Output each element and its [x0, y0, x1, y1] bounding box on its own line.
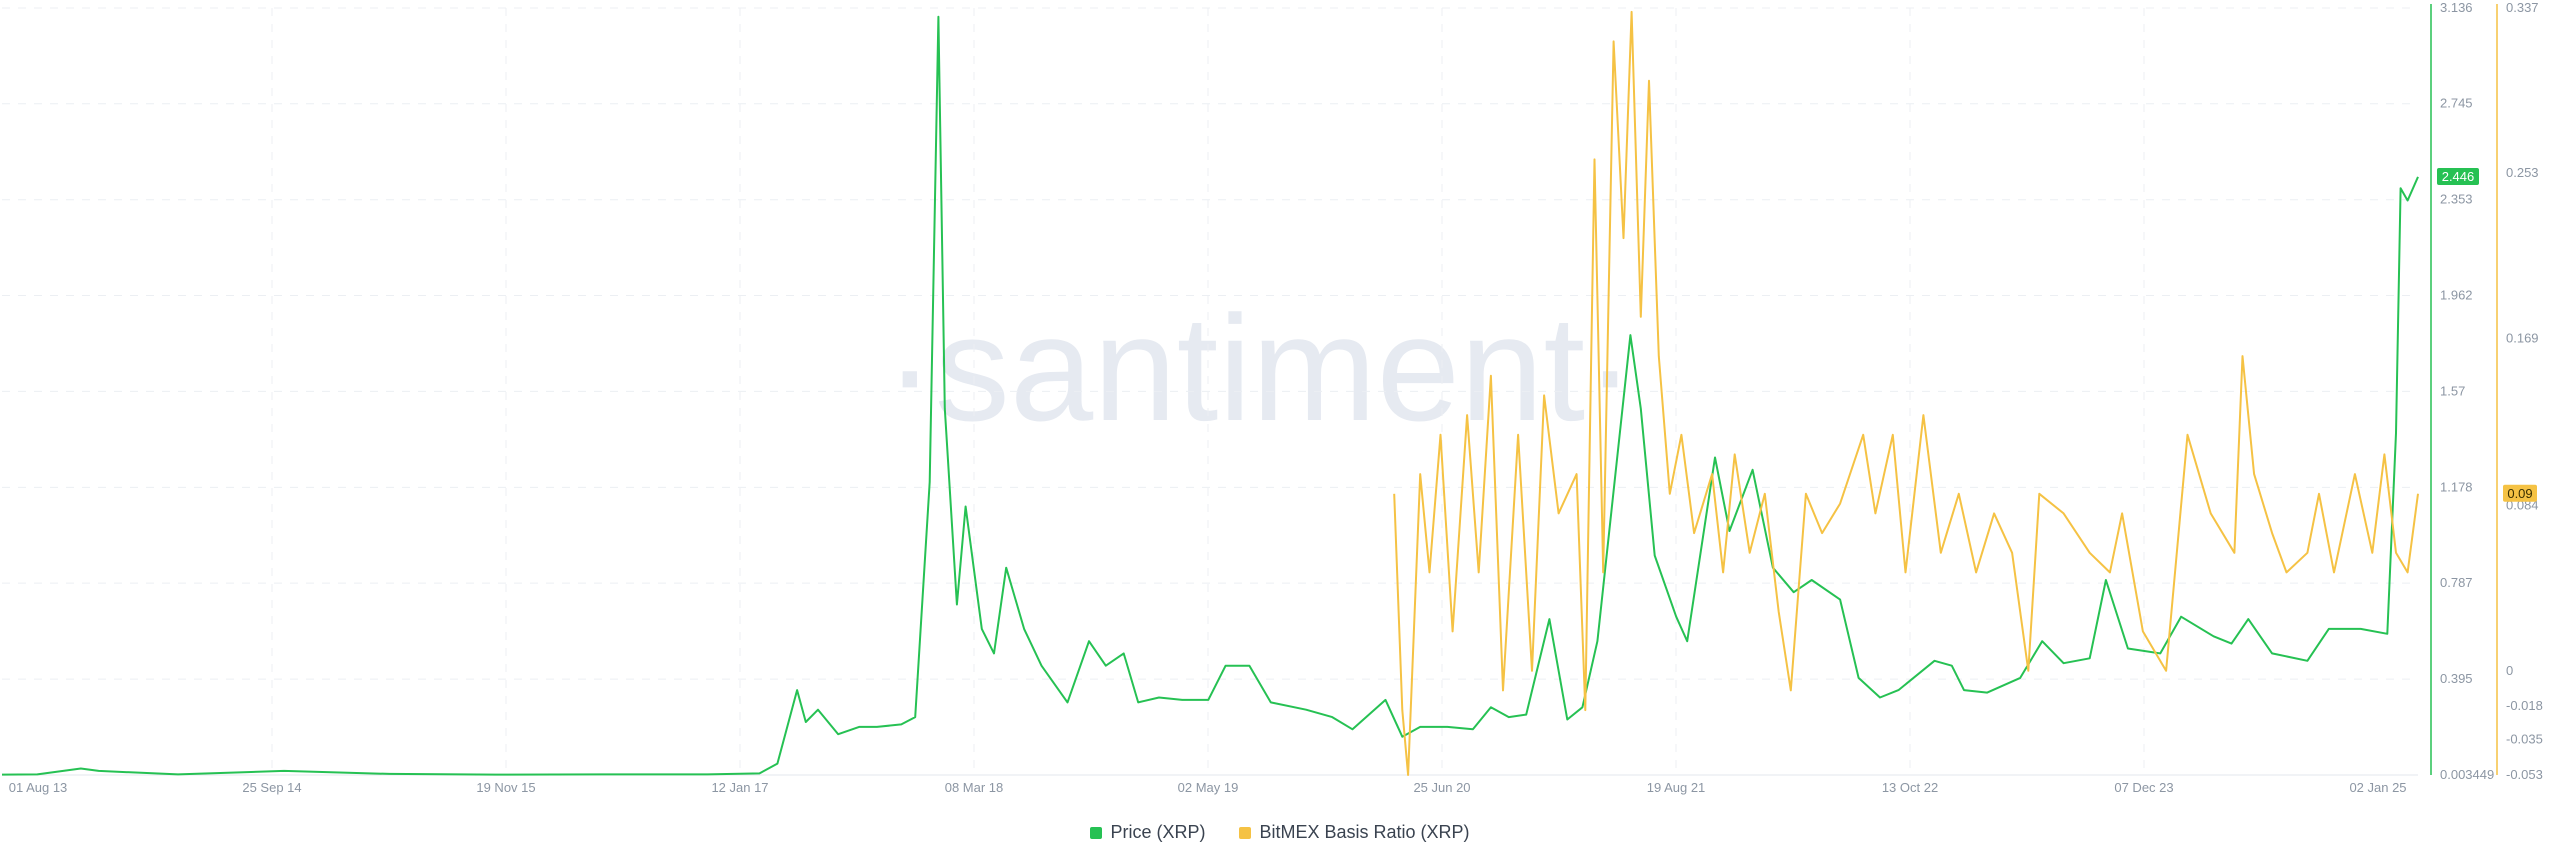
left-axis-ticks: 3.136 2.745 2.353 1.962 1.57 1.178 0.787 0.395 0…: [2440, 0, 2494, 782]
x-axis-ticks: 01 Aug 13 25 Sep 14 19 Nov 15 12 Jan 17 08 M…: [9, 780, 2407, 795]
price-axis-tick: 0.395: [2440, 671, 2473, 686]
badge-bg: [2503, 484, 2537, 502]
x-tick-label: 02 May 19: [1178, 780, 1239, 795]
basis-axis-tick: -0.018: [2506, 698, 2543, 713]
badge-value: 2.446: [2442, 169, 2475, 184]
price-axis-tick: 3.136: [2440, 0, 2473, 15]
legend-item-basis[interactable]: BitMEX Basis Ratio (XRP): [1239, 822, 1470, 843]
legend-label-price: Price (XRP): [1110, 822, 1206, 842]
price-axis-tick: 1.57: [2440, 383, 2465, 398]
price-axis-tick: 1.962: [2440, 287, 2473, 302]
basis-swatch: [1239, 826, 1252, 839]
legend-item-price[interactable]: Price (XRP): [1090, 822, 1205, 843]
basis-axis-tick: 0.169: [2506, 330, 2539, 345]
price-axis-tick: 0.787: [2440, 575, 2473, 590]
grid-lines: [2, 7, 2418, 776]
series-lines: [1, 10, 2419, 776]
basis-axis-tick: -0.035: [2506, 732, 2543, 747]
x-tick-label: 08 Mar 18: [945, 780, 1004, 795]
basis-series-line: [1393, 10, 2419, 776]
basis-axis-tick: 0.253: [2506, 165, 2539, 180]
basis-axis-tick: 0: [2506, 663, 2513, 678]
basis-axis-tick: 0.337: [2506, 0, 2539, 15]
x-tick-label: 13 Oct 22: [1882, 780, 1938, 795]
legend-label-basis: BitMEX Basis Ratio (XRP): [1259, 822, 1470, 842]
santiment-watermark: ·santiment·: [885, 284, 1635, 452]
badge-bg: [2437, 167, 2479, 185]
basis-last-value-badge: 0.09: [2503, 484, 2537, 502]
last-value-badges: 2.446 0.09: [2437, 167, 2537, 502]
x-tick-label: 25 Jun 20: [1413, 780, 1470, 795]
price-axis-tick: 2.745: [2440, 96, 2473, 111]
chart-canvas: ·santiment· 01 Aug 13 25 Sep 14 19 Nov 15 1…: [1, 0, 2543, 795]
x-tick-label: 02 Jan 25: [2349, 780, 2406, 795]
x-tick-label: 25 Sep 14: [242, 780, 301, 795]
badge-value: 0.09: [2507, 486, 2532, 501]
price-axis-tick: 1.178: [2440, 479, 2473, 494]
x-tick-label: 19 Aug 21: [1647, 780, 1706, 795]
basis-axis-tick: -0.053: [2506, 767, 2543, 782]
price-axis-tick: 0.003449: [2440, 767, 2494, 782]
price-last-value-badge: 2.446: [2437, 167, 2479, 185]
price-swatch: [1090, 826, 1103, 839]
x-tick-label: 12 Jan 17: [711, 780, 768, 795]
x-tick-label: 01 Aug 13: [9, 780, 68, 795]
chart-legend: Price (XRP) BitMEX Basis Ratio (XRP): [0, 822, 2560, 843]
x-tick-label: 19 Nov 15: [476, 780, 535, 795]
price-axis-tick: 2.353: [2440, 192, 2473, 207]
x-tick-label: 07 Dec 23: [2114, 780, 2173, 795]
price-series-line: [1, 15, 2419, 776]
